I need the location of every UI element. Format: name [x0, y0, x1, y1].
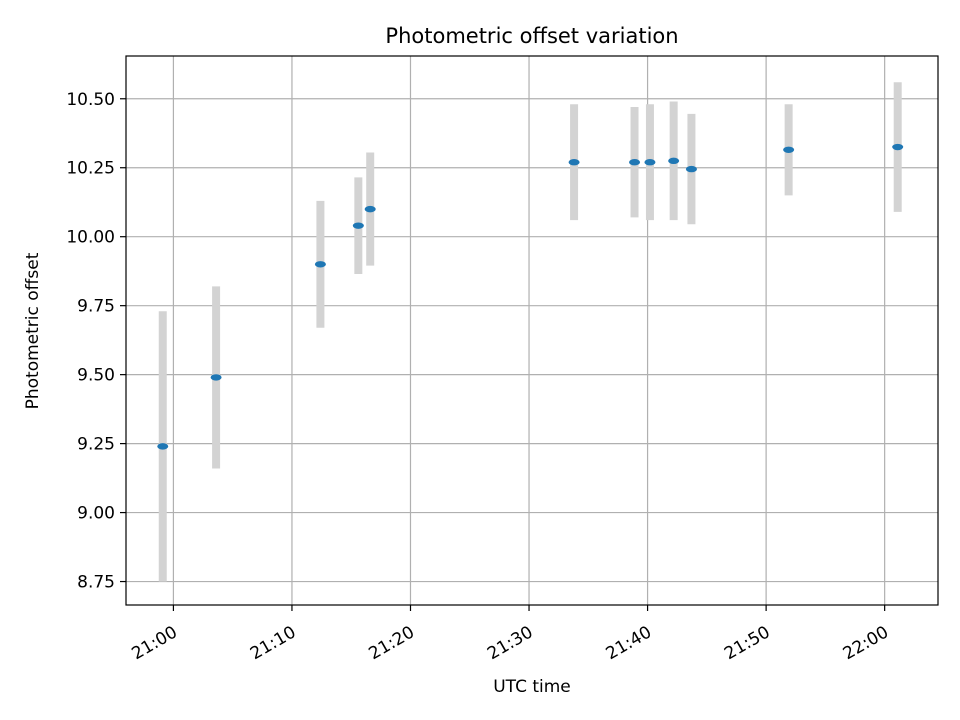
data-point [629, 159, 641, 166]
y-tick-label: 10.00 [66, 228, 115, 248]
data-point [157, 443, 169, 450]
data-point [568, 159, 580, 166]
y-tick-label: 8.75 [77, 573, 115, 593]
data-point [783, 146, 795, 153]
x-axis-label: UTC time [493, 677, 571, 697]
y-axis-label: Photometric offset [23, 252, 43, 409]
data-point [892, 143, 904, 151]
data-point [352, 222, 364, 229]
error-bars [158, 82, 902, 582]
y-tick-label: 9.00 [77, 504, 115, 524]
y-tick-label: 9.50 [77, 366, 115, 386]
x-tick-label: 22:00 [840, 622, 892, 664]
data-point [644, 159, 656, 166]
data-points [157, 143, 904, 450]
y-tick-label: 9.75 [77, 297, 115, 317]
data-point [210, 374, 222, 381]
y-tick-label: 10.25 [66, 159, 115, 179]
data-point [685, 165, 697, 173]
data-point [364, 205, 376, 213]
chart-title: Photometric offset variation [385, 24, 678, 48]
x-tick-label: 21:40 [603, 622, 655, 664]
y-tick-label: 9.25 [77, 435, 115, 455]
plot-area-frame [125, 55, 939, 606]
x-tick-label: 21:00 [128, 622, 180, 664]
data-point [314, 261, 326, 268]
x-axis-ticks: 21:00 21:10 21:20 21:30 21:40 21:50 22:00 [128, 605, 892, 664]
y-axis-ticks: 8.75 9.00 9.25 9.50 9.75 10.00 10.25 10.50 [66, 90, 126, 593]
data-point [668, 157, 680, 165]
grid [126, 56, 938, 605]
x-tick-label: 21:50 [721, 622, 773, 664]
x-tick-label: 21:20 [366, 622, 418, 664]
y-tick-label: 10.50 [66, 90, 115, 110]
x-tick-label: 21:30 [484, 622, 536, 664]
x-tick-label: 21:10 [247, 622, 299, 664]
